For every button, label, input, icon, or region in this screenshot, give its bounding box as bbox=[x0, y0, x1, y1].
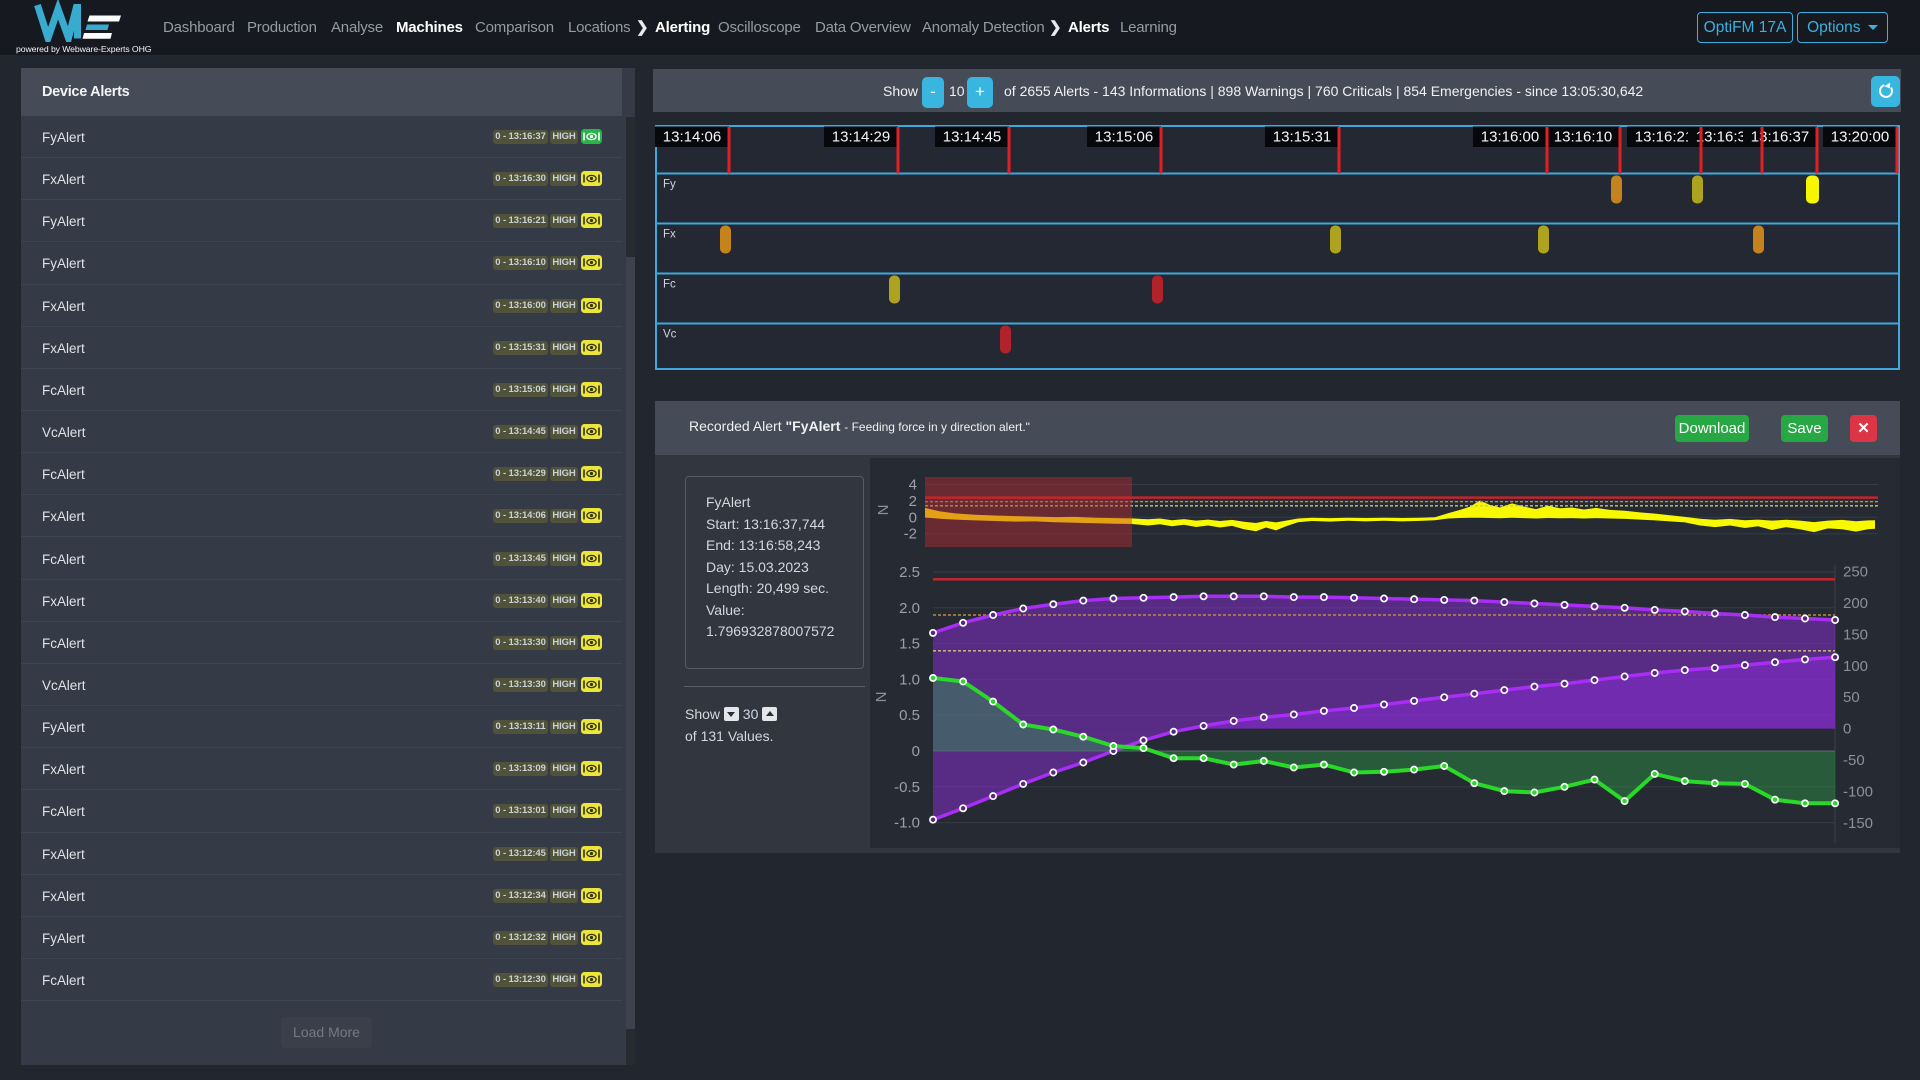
svg-text:-100: -100 bbox=[1843, 783, 1873, 800]
svg-text:-0.5: -0.5 bbox=[894, 779, 920, 796]
svg-text:2.0: 2.0 bbox=[899, 600, 920, 617]
svg-text:0.5: 0.5 bbox=[899, 707, 920, 724]
svg-text:13:16:30: 13:16:30 bbox=[1696, 129, 1754, 146]
svg-text:13:14:45: 13:14:45 bbox=[943, 129, 1001, 146]
svg-text:1.5: 1.5 bbox=[899, 636, 920, 653]
svg-text:13:16:00: 13:16:00 bbox=[1481, 129, 1539, 146]
svg-text:50: 50 bbox=[1843, 689, 1860, 706]
svg-text:150: 150 bbox=[1843, 626, 1868, 643]
svg-text:Fc: Fc bbox=[663, 279, 676, 291]
svg-text:13:16:21: 13:16:21 bbox=[1635, 129, 1693, 146]
svg-text:13:15:06: 13:15:06 bbox=[1095, 129, 1153, 146]
svg-text:13:16:10: 13:16:10 bbox=[1554, 129, 1612, 146]
svg-text:N: N bbox=[875, 505, 892, 516]
svg-text:4: 4 bbox=[909, 477, 917, 494]
svg-text:Vc: Vc bbox=[663, 329, 677, 341]
svg-text:-2: -2 bbox=[904, 526, 917, 543]
svg-text:-1.0: -1.0 bbox=[894, 815, 920, 832]
svg-text:N: N bbox=[873, 692, 890, 703]
svg-text:0: 0 bbox=[909, 509, 917, 526]
svg-text:Fy: Fy bbox=[663, 179, 676, 191]
svg-text:100: 100 bbox=[1843, 658, 1868, 675]
svg-text:13:15:31: 13:15:31 bbox=[1273, 129, 1331, 146]
svg-text:13:16:37: 13:16:37 bbox=[1751, 129, 1809, 146]
svg-text:2: 2 bbox=[909, 493, 917, 510]
svg-text:13:14:29: 13:14:29 bbox=[832, 129, 890, 146]
svg-text:0: 0 bbox=[912, 743, 920, 760]
svg-text:13:14:06: 13:14:06 bbox=[663, 129, 721, 146]
svg-text:-50: -50 bbox=[1843, 752, 1865, 769]
svg-text:200: 200 bbox=[1843, 595, 1868, 612]
svg-text:13:20:00: 13:20:00 bbox=[1831, 129, 1889, 146]
svg-text:Fx: Fx bbox=[663, 229, 676, 241]
svg-text:250: 250 bbox=[1843, 564, 1868, 581]
svg-text:0: 0 bbox=[1843, 721, 1851, 738]
svg-text:1.0: 1.0 bbox=[899, 671, 920, 688]
svg-text:-150: -150 bbox=[1843, 815, 1873, 832]
svg-text:2.5: 2.5 bbox=[899, 564, 920, 581]
